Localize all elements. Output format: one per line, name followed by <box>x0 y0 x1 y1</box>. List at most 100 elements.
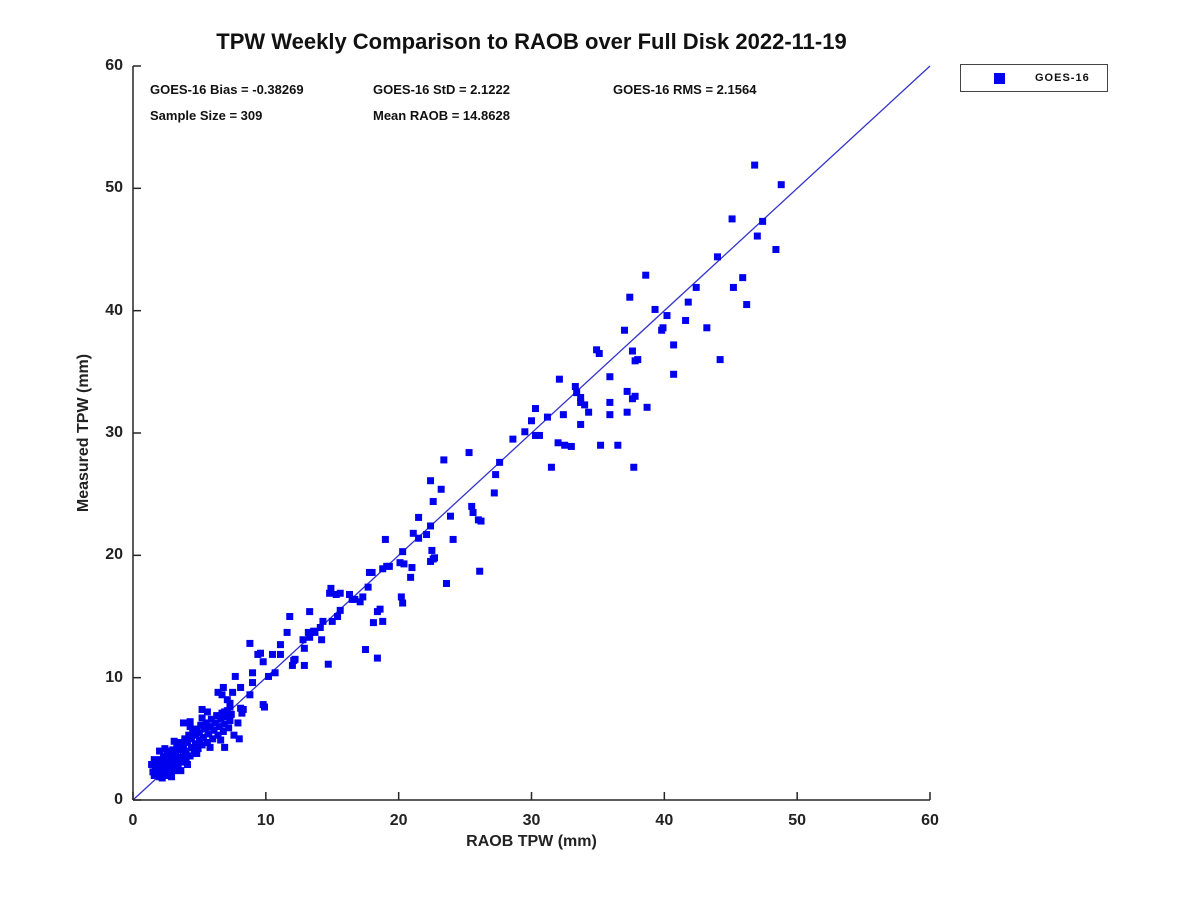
scatter-point <box>173 742 181 750</box>
scatter-point <box>234 719 242 727</box>
scatter-point <box>222 713 230 721</box>
scatter-point <box>177 767 185 775</box>
scatter-point <box>182 747 190 755</box>
scatter-point <box>634 356 642 364</box>
x-tick-label: 0 <box>128 812 138 829</box>
scatter-point <box>385 562 393 570</box>
scatter-point <box>158 768 166 776</box>
scatter-point <box>437 485 445 493</box>
scatter-point <box>261 703 269 711</box>
scatter-point <box>415 513 423 521</box>
scatter-point <box>237 704 245 712</box>
scatter-point <box>628 347 636 355</box>
scatter-point <box>399 599 407 607</box>
scatter-point <box>465 449 473 457</box>
scatter-point <box>225 724 233 732</box>
scatter-point <box>531 405 539 413</box>
scatter-point <box>179 751 187 759</box>
scatter-point <box>567 442 575 450</box>
stat-bias: GOES-16 Bias = -0.38269 <box>150 82 304 97</box>
scatter-point <box>328 617 336 625</box>
scatter-point <box>751 161 759 169</box>
scatter-point <box>221 708 229 716</box>
scatter-point <box>429 498 437 506</box>
scatter-point <box>316 624 324 632</box>
scatter-point <box>206 723 214 731</box>
scatter-point <box>276 650 284 658</box>
scatter-point <box>193 725 201 733</box>
scatter-point <box>202 719 210 727</box>
scatter-point <box>659 324 667 332</box>
scatter-point <box>185 731 193 739</box>
scatter-point <box>663 312 671 320</box>
scatter-point <box>271 669 279 677</box>
scatter-point <box>174 763 182 771</box>
scatter-point <box>476 567 484 575</box>
scatter-point <box>415 534 423 542</box>
scatter-point <box>221 720 229 728</box>
scatter-point <box>334 613 342 620</box>
scatter-point <box>226 716 234 724</box>
scatter-point <box>206 743 214 751</box>
scatter-point <box>211 719 219 727</box>
x-tick-label: 20 <box>389 812 408 829</box>
scatter-point <box>311 628 319 636</box>
y-tick-label: 40 <box>105 301 123 319</box>
scatter-point <box>729 283 737 291</box>
scatter-point <box>428 546 436 554</box>
scatter-point <box>172 750 180 758</box>
scatter-point <box>197 721 205 729</box>
scatter-point <box>682 316 690 324</box>
scatter-point <box>194 745 202 753</box>
scatter-point <box>214 731 222 739</box>
scatter-point <box>187 743 195 751</box>
scatter-point <box>154 759 162 767</box>
x-tick-label: 40 <box>655 812 674 829</box>
scatter-point <box>449 535 457 543</box>
scatter-point <box>496 458 504 466</box>
scatter-point <box>364 583 372 591</box>
scatter-point <box>304 628 312 636</box>
scatter-point <box>259 658 267 666</box>
scatter-point <box>246 691 254 699</box>
scatter-point <box>226 699 234 707</box>
scatter-point <box>509 435 517 443</box>
scatter-point <box>172 758 180 766</box>
scatter-point <box>166 751 174 759</box>
scatter-point <box>728 215 736 223</box>
scatter-point <box>547 463 555 471</box>
scatter-point <box>306 633 314 641</box>
scatter-point <box>203 739 211 747</box>
scatter-point <box>198 705 206 713</box>
scatter-point <box>716 356 724 364</box>
scatter-point <box>431 554 439 562</box>
scatter-point <box>300 644 308 652</box>
scatter-point <box>326 589 334 597</box>
scatter-point <box>318 636 326 644</box>
scatter-point <box>400 560 408 568</box>
scatter-point <box>203 708 211 716</box>
scatter-point <box>193 750 201 758</box>
scatter-point <box>246 639 254 647</box>
legend: GOES-16 <box>960 64 1108 92</box>
scatter-point <box>268 650 276 658</box>
scatter-point <box>713 253 721 261</box>
scatter-point <box>215 723 223 731</box>
scatter-point <box>369 619 377 627</box>
y-tick-label: 0 <box>114 791 123 808</box>
scatter-point <box>170 767 178 775</box>
scatter-point <box>178 758 186 766</box>
scatter-point <box>198 741 206 749</box>
scatter-point <box>336 589 344 597</box>
scatter-point <box>442 579 450 587</box>
scatter-point <box>186 718 194 726</box>
scatter-point <box>175 746 183 754</box>
scatter-point <box>183 739 191 747</box>
scatter-point <box>169 746 177 754</box>
scatter-point <box>186 752 194 760</box>
scatter-point <box>581 401 589 409</box>
scatter-point <box>187 735 195 743</box>
scatter-point <box>168 773 176 781</box>
